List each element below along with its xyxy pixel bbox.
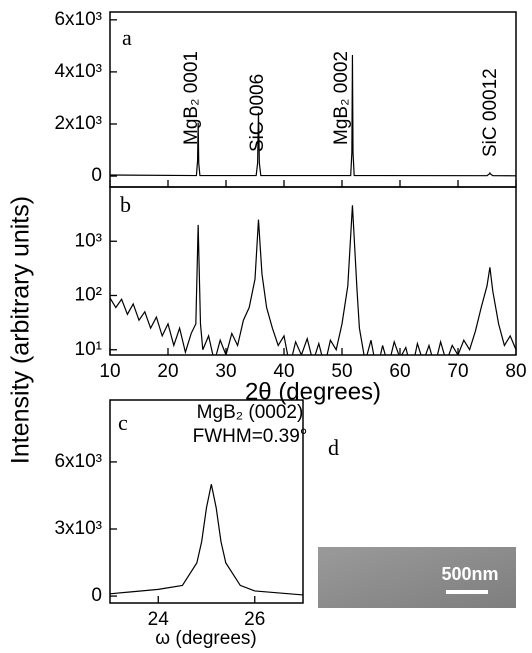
x-tick-label: 60 xyxy=(389,361,410,382)
frame xyxy=(109,11,517,188)
y-tick-label: 3x10³ xyxy=(54,518,102,539)
x-tick-label: 70 xyxy=(447,361,468,382)
y-axis-label: Intensity (arbitrary units) xyxy=(7,196,35,464)
frame xyxy=(109,186,517,356)
y-tick-label: 6x10³ xyxy=(54,451,102,472)
panel-letter: d xyxy=(328,435,339,460)
x-tick-label: 10 xyxy=(99,361,120,382)
y-tick-label: 10² xyxy=(75,285,102,306)
data-line xyxy=(110,484,303,596)
micrograph xyxy=(318,547,516,608)
y-tick-label: 10¹ xyxy=(75,339,102,360)
data-line xyxy=(110,54,516,177)
x-tick-label: 40 xyxy=(273,361,294,382)
x-tick-label: 50 xyxy=(331,361,352,382)
annotation: SiC 00012 xyxy=(480,68,501,157)
annotation: MgB₂ 0002 xyxy=(331,51,352,145)
y-tick-label: 4x10³ xyxy=(54,61,102,82)
plot xyxy=(110,484,303,596)
annotation: a xyxy=(122,25,132,50)
scale-bar-label: 500nm xyxy=(441,564,498,584)
x-tick-label: 30 xyxy=(215,361,236,382)
scale-bar xyxy=(446,590,488,594)
x-tick-label: 24 xyxy=(148,609,170,630)
annotation: MgB₂ (0002) xyxy=(197,402,304,423)
x-tick-label: 20 xyxy=(157,361,178,382)
y-tick-label: 10³ xyxy=(75,230,102,251)
x-tick-label: 26 xyxy=(244,609,265,630)
y-tick-label: 0 xyxy=(91,585,102,606)
y-tick-label: 0 xyxy=(91,165,102,186)
data-line xyxy=(110,205,516,355)
plot xyxy=(110,54,516,177)
annotation: c xyxy=(118,410,128,435)
annotation: MgB₂ 0001 xyxy=(181,51,202,145)
y-tick-label: 2x10³ xyxy=(54,113,102,134)
annotation: FWHM=0.39° xyxy=(193,426,308,447)
x-tick-label: 80 xyxy=(505,361,526,382)
x-axis-label: 2θ (degrees) xyxy=(245,378,381,405)
plot xyxy=(110,205,516,355)
annotation: SiC 0006 xyxy=(247,74,268,152)
frame xyxy=(109,399,304,604)
x-axis-label: ω (degrees) xyxy=(155,628,256,649)
annotation: b xyxy=(120,192,131,217)
y-tick-label: 6x10³ xyxy=(54,9,102,30)
